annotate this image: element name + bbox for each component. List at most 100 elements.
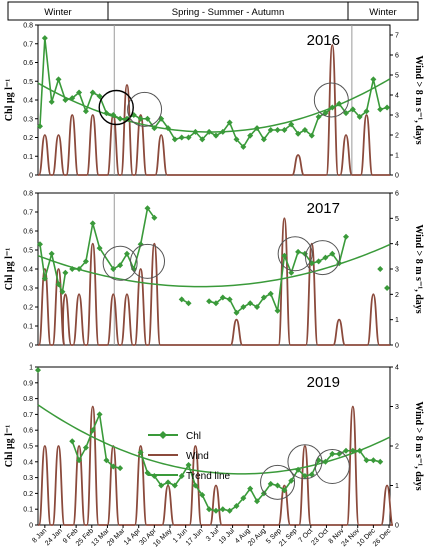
- chl-point: [151, 125, 158, 132]
- chl-point: [288, 121, 295, 128]
- highlight-circle: [127, 91, 163, 127]
- chl-point: [233, 503, 240, 510]
- chl-point: [117, 465, 124, 472]
- chl-point: [96, 411, 103, 418]
- chl-point: [117, 115, 124, 122]
- chl-point: [185, 300, 192, 307]
- chl-point: [171, 482, 178, 489]
- x-tick-label: 26 Dec: [372, 527, 393, 548]
- legend-chl: Chl: [186, 431, 201, 442]
- y-right-axis-label: Wind > 8 m s⁻¹, days: [413, 55, 424, 144]
- chl-point: [62, 269, 69, 276]
- highlight-circle: [314, 449, 350, 485]
- chl-point: [370, 457, 377, 464]
- chl-point: [144, 115, 151, 122]
- chl-point: [370, 76, 377, 83]
- chl-point: [55, 281, 62, 288]
- season-spring-summer-autumn: Spring - Summer - Autumn: [172, 7, 284, 18]
- chl-point: [240, 143, 247, 150]
- chl-point: [363, 108, 370, 115]
- y-right-tick-label: 5: [395, 73, 399, 80]
- chl-point: [233, 309, 240, 316]
- x-tick-label: 29 Mar: [106, 527, 127, 548]
- chl-point: [343, 233, 349, 240]
- y-left-tick-label: 0.6: [23, 428, 33, 435]
- wind-series-line: [38, 405, 394, 526]
- y-left-tick-label: 0.5: [23, 79, 33, 86]
- y-left-tick-label: 0.2: [23, 491, 33, 498]
- y-right-tick-label: 1: [395, 153, 399, 160]
- chl-point: [260, 136, 267, 143]
- chl-point: [144, 205, 151, 212]
- chl-point: [35, 367, 41, 374]
- chart-panel-2019: 0 0.1 0.2 0.3 0.4 0.5 0.6 0.7 0.8 0.9 1 0 1 2 3 4 Chl µg…: [4, 365, 424, 530]
- chl-point: [288, 477, 295, 484]
- chl-point: [82, 108, 89, 115]
- y-right-tick-label: 3: [395, 113, 399, 120]
- y-left-tick-label: 0.7: [23, 41, 33, 48]
- chl-point: [82, 258, 89, 265]
- chl-point: [41, 275, 48, 282]
- chl-point: [185, 461, 192, 468]
- chl-point: [349, 106, 356, 113]
- chl-point: [76, 266, 83, 272]
- chl-point: [295, 248, 302, 255]
- chl-point: [377, 458, 384, 465]
- y-left-tick-label: 0.1: [23, 154, 33, 161]
- chl-point: [343, 447, 349, 454]
- chl-point: [301, 127, 308, 133]
- chl-point: [281, 127, 288, 133]
- chl-point: [226, 119, 233, 126]
- chl-point: [36, 241, 43, 248]
- chl-point: [274, 482, 281, 489]
- chl-point: [117, 262, 124, 269]
- chl-point: [89, 220, 96, 227]
- x-tick-label: 20 Aug: [247, 527, 267, 547]
- y-left-tick-label: 0.3: [23, 286, 33, 293]
- highlight-circle: [102, 245, 138, 281]
- y-left-tick-label: 0.1: [23, 507, 33, 514]
- chl-point: [247, 132, 254, 139]
- chl-point: [322, 458, 329, 465]
- chl-point: [240, 304, 247, 310]
- trend-line: [37, 404, 391, 475]
- chl-point: [254, 125, 261, 132]
- y-right-tick-label: 6: [395, 53, 399, 60]
- x-tick-label: 21 Sep: [278, 527, 299, 548]
- chl-point: [226, 507, 233, 514]
- chl-point: [219, 506, 226, 513]
- y-right-tick-label: 4: [395, 241, 399, 248]
- chl-point: [329, 104, 336, 111]
- chl-point: [267, 480, 274, 487]
- chl-point: [69, 438, 76, 445]
- chl-point: [96, 93, 103, 100]
- y-left-tick-label: 0.7: [23, 210, 33, 217]
- y-left-tick-label: 0: [29, 523, 33, 530]
- y-right-tick-label: 2: [395, 292, 399, 299]
- chl-point: [212, 300, 219, 307]
- chl-point: [41, 35, 48, 42]
- chl-point: [137, 115, 144, 122]
- chl-point: [322, 254, 329, 261]
- chl-point: [274, 307, 281, 314]
- chl-point: [178, 473, 185, 480]
- chl-point: [267, 127, 274, 133]
- chl-point: [247, 300, 254, 307]
- chl-point: [308, 471, 315, 478]
- chl-point: [55, 76, 62, 83]
- chl-point: [199, 491, 206, 498]
- chl-point: [384, 104, 391, 111]
- chl-point: [178, 296, 185, 303]
- year-label: 2017: [307, 200, 340, 217]
- chl-point: [96, 245, 103, 252]
- chl-point: [137, 241, 144, 248]
- chl-point: [267, 290, 274, 297]
- y-left-tick-label: 0.4: [23, 98, 33, 105]
- highlight-circle: [287, 444, 323, 480]
- chl-point: [226, 296, 233, 303]
- chl-point: [295, 466, 302, 473]
- y-left-tick-label: 0.6: [23, 60, 33, 67]
- chl-point: [82, 444, 89, 451]
- y-right-tick-label: 3: [395, 404, 399, 411]
